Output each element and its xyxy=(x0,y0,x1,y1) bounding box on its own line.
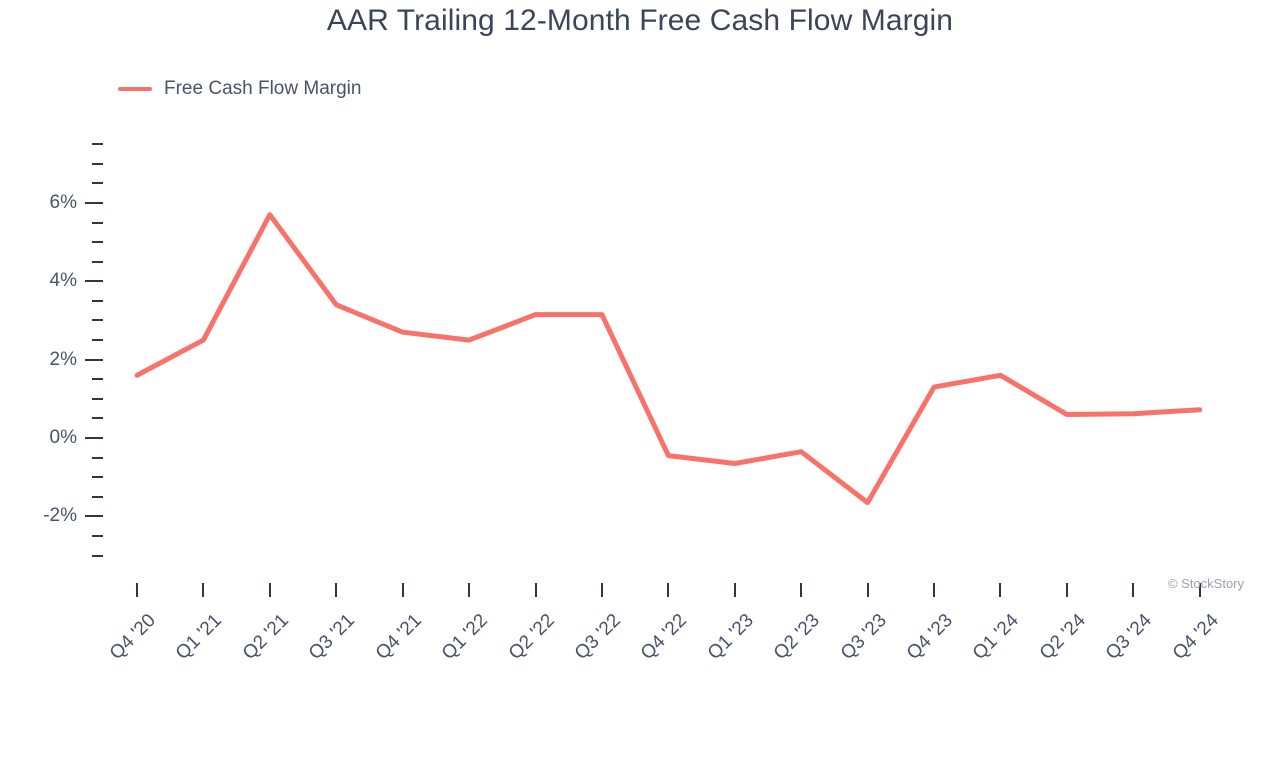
x-axis-tick xyxy=(335,583,338,597)
y-axis-minor-tick xyxy=(92,162,103,165)
y-axis-major-tick xyxy=(85,201,103,204)
x-axis-tick xyxy=(999,583,1002,597)
y-axis-minor-tick xyxy=(92,534,103,537)
y-axis-minor-tick xyxy=(92,417,103,420)
chart-legend: Free Cash Flow Margin xyxy=(118,78,361,100)
series-line-free-cash-flow-margin xyxy=(134,212,1203,506)
y-axis-minor-tick xyxy=(92,397,103,400)
y-axis-minor-tick xyxy=(92,241,103,244)
y-axis-label: 2% xyxy=(49,348,77,370)
y-axis-label: -2% xyxy=(43,505,77,527)
x-axis-tick xyxy=(800,583,803,597)
x-axis-tick xyxy=(534,583,537,597)
y-axis-minor-tick xyxy=(92,476,103,479)
chart-plot-area xyxy=(134,212,1203,506)
y-axis-minor-tick xyxy=(92,143,103,146)
x-axis-tick xyxy=(600,583,603,597)
y-axis-minor-tick xyxy=(92,299,103,302)
legend-line-swatch xyxy=(118,87,152,91)
y-axis-minor-tick xyxy=(92,378,103,381)
y-axis-minor-tick xyxy=(92,221,103,224)
x-axis-tick xyxy=(733,583,736,597)
y-axis-minor-tick xyxy=(92,260,103,263)
x-axis-tick xyxy=(1065,583,1068,597)
watermark: © StockStory xyxy=(1167,576,1244,591)
x-axis-tick xyxy=(667,583,670,597)
y-axis-label: 4% xyxy=(49,270,77,292)
chart-title: AAR Trailing 12-Month Free Cash Flow Mar… xyxy=(326,4,954,37)
x-axis-tick xyxy=(401,583,404,597)
x-axis-tick xyxy=(136,583,138,597)
x-axis-tick xyxy=(268,583,271,597)
y-axis-major-tick xyxy=(85,437,103,439)
y-axis-minor-tick xyxy=(92,554,103,557)
y-axis-minor-tick xyxy=(92,456,103,459)
y-axis-label: 0% xyxy=(49,427,77,448)
x-axis-tick xyxy=(933,583,936,597)
y-axis-minor-tick xyxy=(92,339,103,342)
y-axis-major-tick xyxy=(85,358,103,361)
y-axis-minor-tick xyxy=(92,495,103,498)
x-axis-tick xyxy=(866,583,869,597)
legend-item-label: Free Cash Flow Margin xyxy=(164,78,362,99)
x-axis-tick xyxy=(1198,583,1201,597)
x-axis-tick xyxy=(468,583,471,597)
y-axis-label: 6% xyxy=(49,191,77,213)
y-axis-minor-tick xyxy=(92,182,103,185)
y-axis-major-tick xyxy=(85,280,103,283)
y-axis-minor-tick xyxy=(92,319,103,322)
x-axis-tick xyxy=(1132,583,1135,597)
y-axis-major-tick xyxy=(85,515,103,518)
x-axis-tick xyxy=(202,583,205,597)
chart-container: AAR Trailing 12-Month Free Cash Flow Mar… xyxy=(43,4,1244,664)
